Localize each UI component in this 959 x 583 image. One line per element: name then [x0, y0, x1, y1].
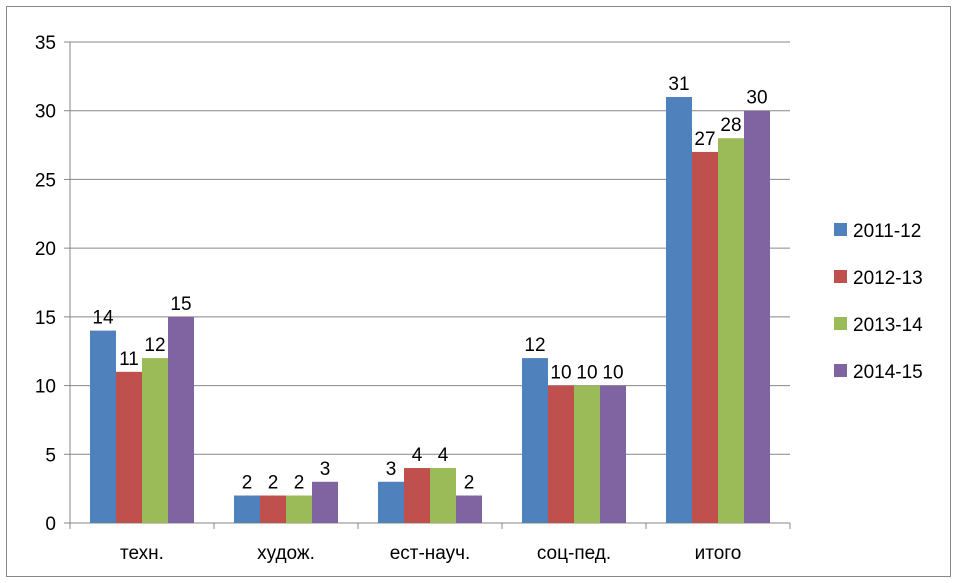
- data-label: 31: [668, 74, 689, 95]
- legend-swatch: [834, 223, 847, 236]
- bar: [116, 371, 142, 523]
- bar: [404, 468, 430, 523]
- x-tick-label: соц-пед.: [537, 543, 611, 564]
- legend: 2011-12 2012-13 2013-14 2014-15: [834, 221, 923, 383]
- bar: [522, 358, 548, 523]
- y-tick-label: 5: [45, 445, 56, 466]
- bars: [90, 96, 770, 523]
- bar: [574, 385, 600, 523]
- bar: [142, 358, 168, 523]
- legend-swatch: [834, 364, 847, 377]
- data-label: 10: [602, 363, 623, 384]
- data-label: 10: [550, 363, 571, 384]
- bar: [666, 96, 692, 523]
- y-tick-label: 15: [35, 308, 56, 329]
- bar: [430, 468, 456, 523]
- bar: [286, 495, 312, 523]
- bar: [234, 495, 260, 523]
- bar: [312, 481, 338, 523]
- data-label: 30: [746, 88, 767, 109]
- data-label: 12: [524, 335, 545, 356]
- y-tick-label: 35: [35, 33, 56, 54]
- data-label: 3: [320, 459, 331, 480]
- legend-label: 2012-13: [853, 268, 923, 289]
- data-label: 15: [170, 294, 191, 315]
- y-tick-label: 20: [35, 239, 56, 260]
- y-tick-label: 30: [35, 102, 56, 123]
- x-tick-label: итого: [695, 543, 742, 564]
- data-label: 28: [720, 115, 741, 136]
- legend-swatch: [834, 317, 847, 330]
- bar: [456, 495, 482, 523]
- x-tick-label: техн.: [120, 543, 164, 564]
- y-tick-label: 0: [45, 514, 56, 535]
- x-tick-label: ест-науч.: [390, 543, 471, 564]
- legend-swatch: [834, 270, 847, 283]
- legend-label: 2013-14: [853, 315, 923, 336]
- data-label: 2: [268, 473, 279, 494]
- data-label: 12: [144, 335, 165, 356]
- data-label: 4: [412, 445, 423, 466]
- bar: [718, 138, 744, 523]
- y-axis: 0 5 10 15 20 25 30 35: [35, 33, 71, 535]
- bar: [260, 495, 286, 523]
- data-label: 4: [438, 445, 449, 466]
- bar: [378, 481, 404, 523]
- x-axis: техн. худож. ест-науч. соц-пед. итого: [69, 522, 791, 564]
- data-label: 11: [119, 349, 139, 370]
- data-label: 2: [464, 473, 475, 494]
- data-label: 10: [576, 363, 597, 384]
- legend-label: 2011-12: [853, 221, 921, 242]
- data-label: 3: [386, 459, 397, 480]
- bar: [168, 316, 194, 523]
- legend-label: 2014-15: [853, 362, 923, 383]
- data-label: 2: [242, 473, 253, 494]
- data-label: 2: [294, 473, 305, 494]
- bar: [692, 151, 718, 523]
- bar: [548, 385, 574, 523]
- bar: [600, 385, 626, 523]
- bar: [744, 110, 770, 523]
- y-tick-label: 10: [35, 377, 56, 398]
- data-label: 14: [92, 308, 114, 329]
- bar: [90, 330, 116, 523]
- data-label: 27: [694, 129, 715, 150]
- x-tick-label: худож.: [257, 543, 315, 564]
- y-tick-label: 25: [35, 170, 56, 191]
